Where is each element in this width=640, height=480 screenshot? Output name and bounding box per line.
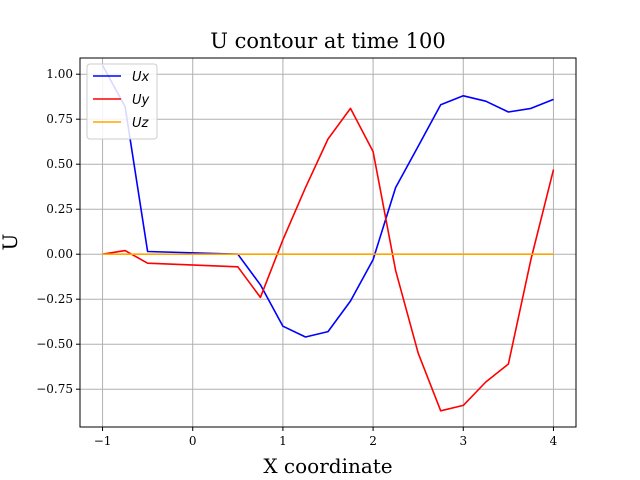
legend-box [86, 63, 158, 140]
plot-frame [79, 57, 577, 428]
legend-label-ux: Ux [132, 70, 150, 85]
x-tick-label: 0 [189, 434, 197, 448]
chart-title: U contour at time 100 [210, 29, 446, 53]
y-tick-label: −0.75 [36, 382, 73, 396]
y-axis-label: U [0, 234, 22, 251]
y-tick-label: 0.00 [46, 247, 73, 261]
ticks: −1 0 1 2 3 4 1.00 0.75 0.50 0.25 0.00 −0.25 −0.50 −0.… [36, 67, 557, 448]
y-tick-label: 0.75 [46, 112, 73, 126]
y-tick-label: −0.50 [36, 337, 73, 351]
x-tick-label: 4 [550, 434, 558, 448]
x-tick-label: 1 [279, 434, 287, 448]
series-line-ux [101, 64, 554, 338]
legend-label-uz: Uz [132, 116, 150, 131]
y-tick-label: 0.25 [46, 202, 73, 216]
series-group [101, 64, 555, 412]
y-tick-label: −0.25 [36, 292, 73, 306]
series-line-uy [102, 107, 555, 412]
x-tick-label: −1 [94, 434, 112, 448]
legend: Ux Uy Uz [86, 63, 158, 140]
legend-label-uy: Uy [132, 93, 150, 108]
y-tick-label: 0.50 [46, 157, 73, 171]
y-tick-label: 1.00 [46, 67, 73, 81]
x-tick-label: 2 [369, 434, 377, 448]
x-tick-label: 3 [459, 434, 467, 448]
x-axis-label: X coordinate [263, 454, 392, 478]
